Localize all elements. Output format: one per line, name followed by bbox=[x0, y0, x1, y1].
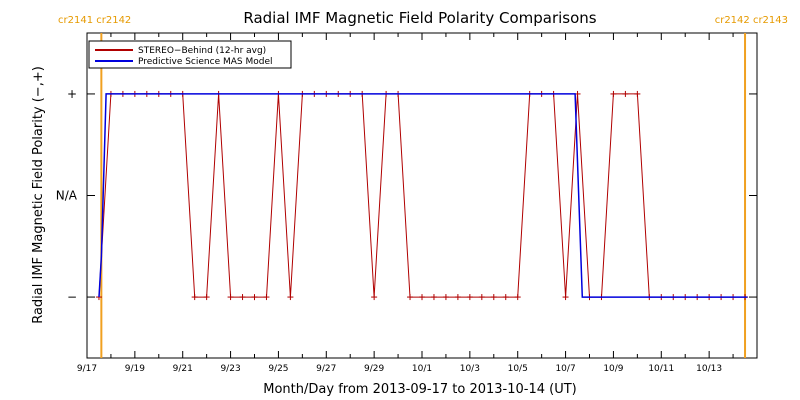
legend-box bbox=[88, 40, 292, 69]
carrington-rotation-label-right: cr2142 cr2143 bbox=[715, 15, 788, 26]
series-line-mas-model bbox=[98, 93, 748, 298]
data-point-marker bbox=[466, 294, 473, 301]
data-point-marker bbox=[622, 90, 629, 97]
data-point-marker bbox=[287, 294, 294, 301]
data-point-marker bbox=[634, 90, 641, 97]
data-series bbox=[95, 90, 749, 301]
x-tick-label: 9/19 bbox=[125, 364, 145, 374]
y-tick-labels: + N/A − bbox=[56, 87, 78, 304]
legend-entry: STEREO−Behind (12-hr avg) bbox=[138, 46, 266, 56]
x-tick-label: 9/17 bbox=[77, 364, 97, 374]
legend-entry: Predictive Science MAS Model bbox=[138, 57, 273, 67]
data-point-marker bbox=[407, 294, 414, 301]
data-point-marker bbox=[430, 294, 437, 301]
data-point-marker bbox=[371, 294, 378, 301]
plot-area-frame bbox=[86, 32, 758, 359]
data-point-marker bbox=[502, 294, 509, 301]
data-point-marker bbox=[454, 294, 461, 301]
x-tick-label: 10/3 bbox=[460, 364, 480, 374]
x-tick-label: 9/29 bbox=[364, 364, 384, 374]
x-tick-label: 10/13 bbox=[696, 364, 722, 374]
x-tick-labels: 9/17 9/19 9/21 9/23 9/25 9/27 9/29 10/1 10/3 10/5… bbox=[77, 364, 722, 374]
data-point-marker bbox=[478, 294, 485, 301]
x-tick-label: 10/5 bbox=[508, 364, 528, 374]
data-point-marker bbox=[227, 294, 234, 301]
y-tick-label: + bbox=[67, 87, 77, 101]
chart-title: Radial IMF Magnetic Field Polarity Compa… bbox=[243, 9, 596, 27]
x-tick-label: 10/9 bbox=[603, 364, 623, 374]
axis-ticks bbox=[86, 33, 757, 358]
x-tick-label: 9/23 bbox=[220, 364, 240, 374]
x-tick-label: 9/25 bbox=[268, 364, 288, 374]
data-point-marker bbox=[203, 294, 210, 301]
data-point-marker bbox=[263, 294, 270, 301]
x-tick-label: 9/21 bbox=[173, 364, 193, 374]
y-tick-label: N/A bbox=[56, 189, 78, 203]
x-axis-label: Month/Day from 2013-09-17 to 2013-10-14 … bbox=[263, 382, 576, 397]
data-point-marker bbox=[514, 294, 521, 301]
data-point-marker bbox=[562, 294, 569, 301]
data-point-marker bbox=[442, 294, 449, 301]
series-line-stereo-behind bbox=[98, 93, 745, 298]
carrington-rotation-label-left: cr2141 cr2142 bbox=[58, 15, 131, 26]
data-point-marker bbox=[251, 294, 258, 301]
data-point-marker bbox=[191, 294, 198, 301]
data-point-marker bbox=[419, 294, 425, 301]
y-axis-label: Radial IMF Magnetic Field Polarity (−,+) bbox=[31, 66, 46, 324]
x-tick-label: 10/7 bbox=[555, 364, 575, 374]
legend: STEREO−Behind (12-hr avg)Predictive Scie… bbox=[88, 40, 292, 69]
x-tick-label: 10/1 bbox=[412, 364, 432, 374]
data-point-marker bbox=[239, 294, 246, 301]
x-tick-label: 9/27 bbox=[316, 364, 336, 374]
carrington-rotation-markers bbox=[100, 33, 747, 358]
data-point-marker bbox=[490, 294, 497, 301]
x-tick-label: 10/11 bbox=[648, 364, 674, 374]
y-tick-label: − bbox=[67, 290, 77, 304]
data-point-marker bbox=[610, 90, 617, 97]
